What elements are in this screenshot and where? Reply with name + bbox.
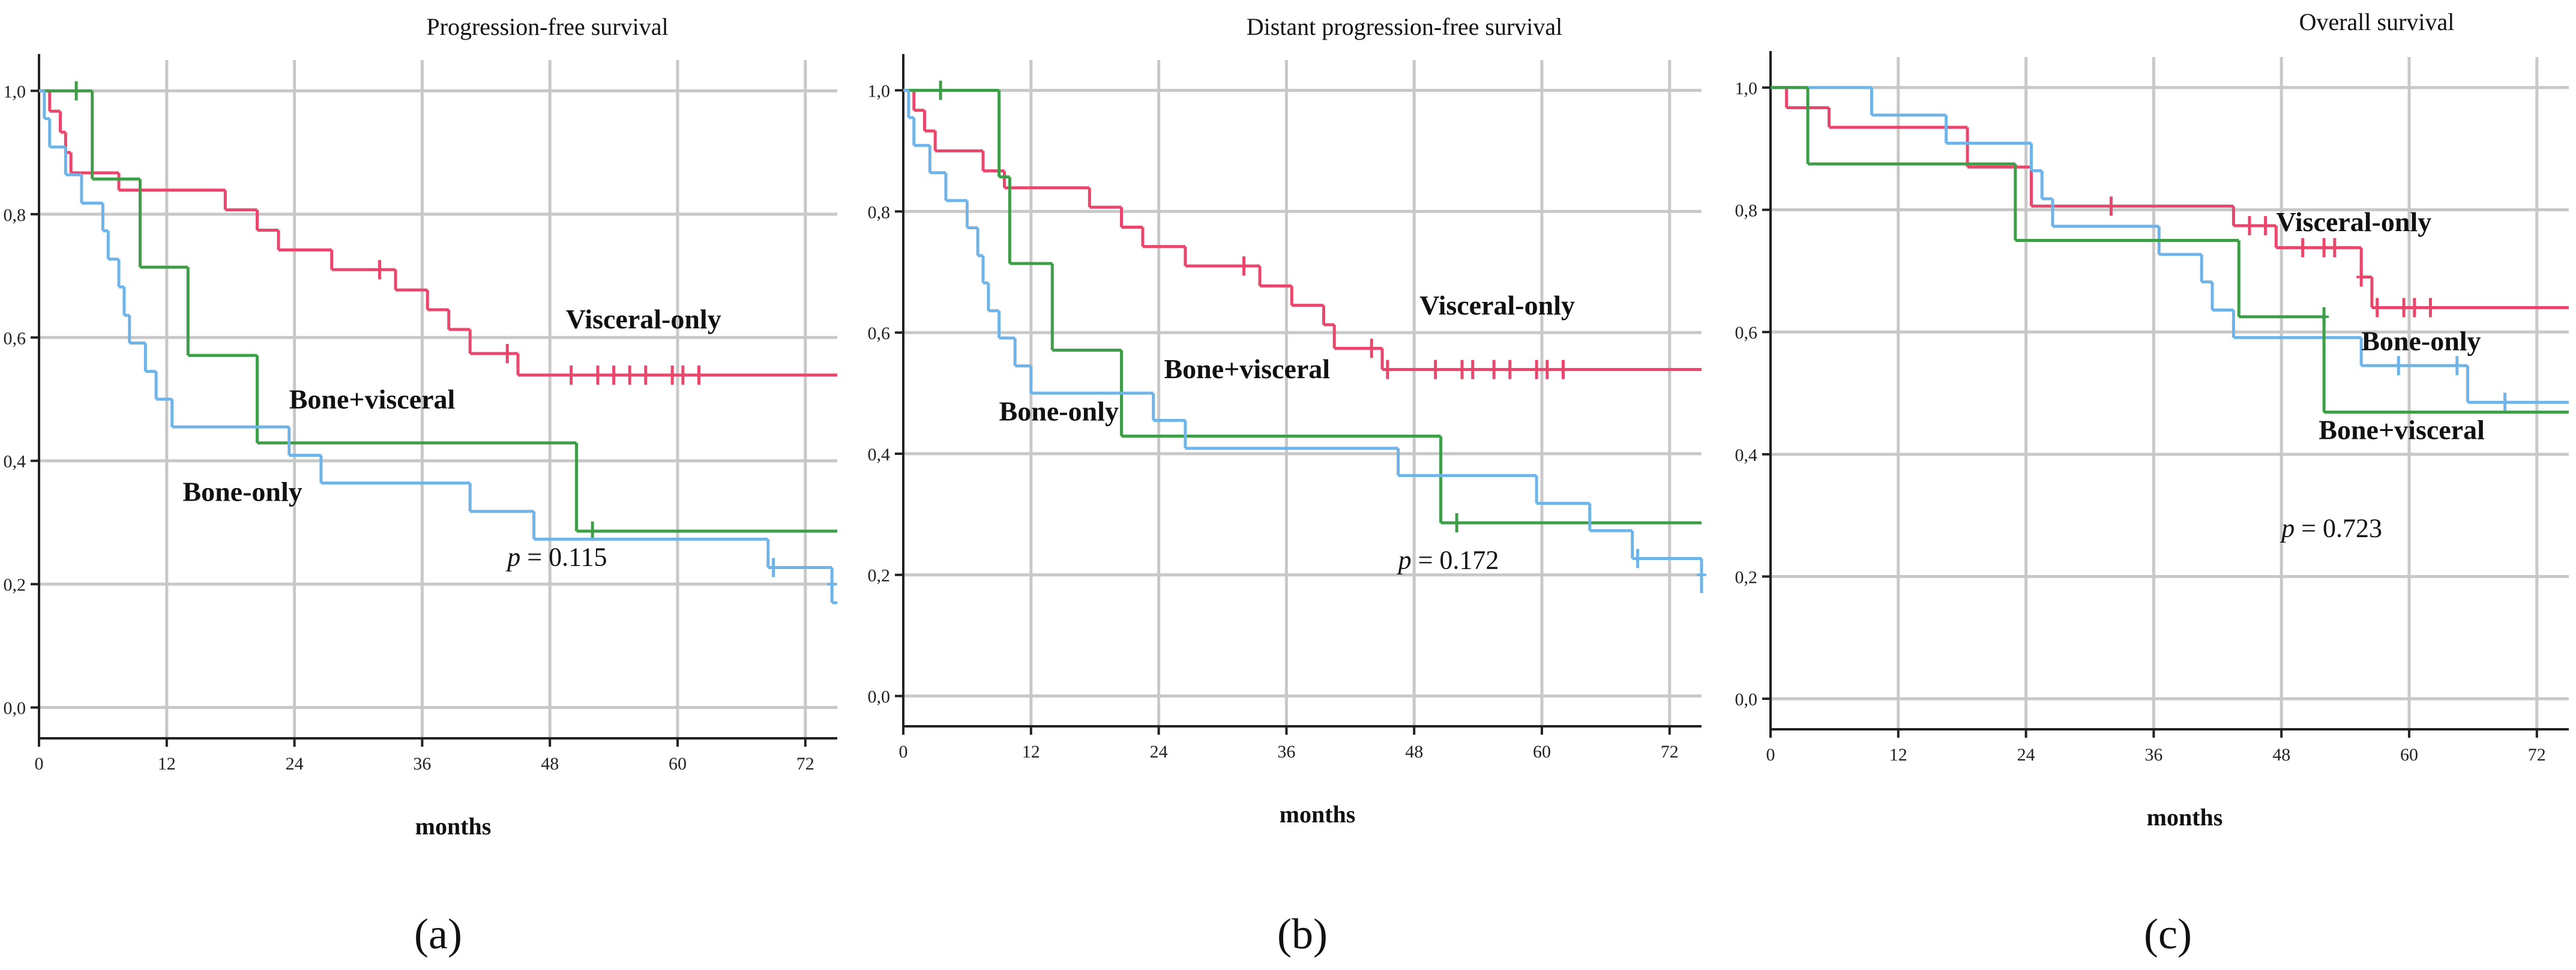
x-tick-label: 0 <box>1766 745 1775 765</box>
x-tick-label: 36 <box>413 754 431 774</box>
series-bone-only: Bone-only <box>39 89 837 604</box>
y-tick-label: 0,6 <box>4 328 26 348</box>
y-tick-label: 1,0 <box>868 81 891 101</box>
x-tick-label: 0 <box>899 742 908 762</box>
x-axis-label: months <box>1280 801 1356 828</box>
x-tick-label: 60 <box>669 754 687 774</box>
x-tick-label: 60 <box>2400 745 2418 765</box>
chart-panel-a: Progression-free survival 0,0 0,2 0,4 0,6 0,8… <box>4 13 837 958</box>
p-symbol: p <box>505 542 520 571</box>
x-tick-label: 24 <box>1150 742 1168 762</box>
x-tick-label: 12 <box>158 754 176 774</box>
panel-caption: (c) <box>2144 910 2192 958</box>
series-bone-visceral: Bone+visceral <box>903 80 1702 532</box>
series-visceral-only: Visceral-only <box>1771 86 2569 318</box>
x-tick-label: 24 <box>286 754 304 774</box>
series-visceral-only: Visceral-only <box>903 88 1702 379</box>
y-tick-label: 0,4 <box>868 445 891 465</box>
y-tick-label: 0,0 <box>868 687 891 707</box>
series-label: Visceral-only <box>2276 206 2431 237</box>
panel-caption: (b) <box>1277 910 1328 958</box>
x-tick-label: 48 <box>1405 742 1423 762</box>
series-bone-visceral: Bone+visceral <box>39 81 837 541</box>
y-tick-label: 0,8 <box>1735 201 1758 221</box>
x-tick-label: 48 <box>2272 745 2290 765</box>
y-tick-label: 0,8 <box>868 202 891 222</box>
series-label: Bone-only <box>2361 326 2481 357</box>
x-axis-label: months <box>415 813 492 840</box>
p-value: = 0.723 <box>2295 513 2382 543</box>
panel-caption: (a) <box>414 910 462 958</box>
p-value-annotation: p = 0.723 <box>2280 513 2382 543</box>
y-tick-label: 1,0 <box>4 82 26 101</box>
x-tick-label: 36 <box>1277 742 1295 762</box>
x-tick-label: 72 <box>796 754 814 774</box>
y-tick-label: 0,2 <box>4 575 26 595</box>
y-tick-label: 0,2 <box>868 566 891 586</box>
series-label: Bone+visceral <box>289 384 456 414</box>
p-value: = 0.172 <box>1412 546 1499 575</box>
y-tick-label: 0,4 <box>1735 445 1758 465</box>
chart-panel-b: Distant progression-free survival 0,0 0,2 0… <box>868 13 1706 958</box>
x-tick-label: 24 <box>2017 745 2035 765</box>
p-symbol: p <box>1397 546 1412 575</box>
p-value-annotation: p = 0.172 <box>1397 546 1499 575</box>
y-tick-label: 0,6 <box>1735 323 1758 343</box>
y-tick-label: 0,0 <box>4 699 26 718</box>
y-tick-label: 1,0 <box>1735 79 1758 98</box>
p-symbol: p <box>2280 513 2295 543</box>
chart-panel-c: Overall survival 0,0 0,2 0,4 0,6 0,8 1,0 0 12 24 3… <box>1735 8 2569 958</box>
series-bone-only: Bone-only <box>903 88 1706 593</box>
y-tick-label: 0,2 <box>1735 567 1758 587</box>
y-tick-label: 0,6 <box>868 324 891 343</box>
chart-title: Distant progression-free survival <box>1247 13 1563 40</box>
series-bone-only: Bone-only <box>1771 86 2569 412</box>
chart-title: Overall survival <box>2299 8 2455 35</box>
x-tick-label: 12 <box>1022 742 1040 762</box>
p-value-annotation: p = 0.115 <box>505 542 607 571</box>
x-tick-label: 36 <box>2144 745 2162 765</box>
p-value: = 0.115 <box>520 542 607 571</box>
series-label: Bone-only <box>999 396 1119 426</box>
x-tick-label: 72 <box>1661 742 1679 762</box>
y-tick-label: 0,0 <box>1735 690 1758 709</box>
x-axis-label: months <box>2147 804 2223 831</box>
series-label: Bone+visceral <box>1164 354 1330 384</box>
x-tick-label: 0 <box>35 754 44 774</box>
x-tick-label: 48 <box>541 754 559 774</box>
series-label: Visceral-only <box>1419 290 1575 321</box>
series-label: Bone+visceral <box>2319 414 2485 445</box>
y-tick-label: 0,8 <box>4 205 26 225</box>
y-tick-label: 0,4 <box>4 452 26 472</box>
x-tick-label: 60 <box>1533 742 1551 762</box>
series-bone-visceral: Bone+visceral <box>1771 86 2569 445</box>
x-tick-label: 72 <box>2528 745 2546 765</box>
chart-title: Progression-free survival <box>426 13 668 40</box>
series-label: Bone-only <box>182 477 302 507</box>
series-label: Visceral-only <box>566 304 721 334</box>
x-tick-label: 12 <box>1889 745 1907 765</box>
series-visceral-only: Visceral-only <box>39 89 837 385</box>
